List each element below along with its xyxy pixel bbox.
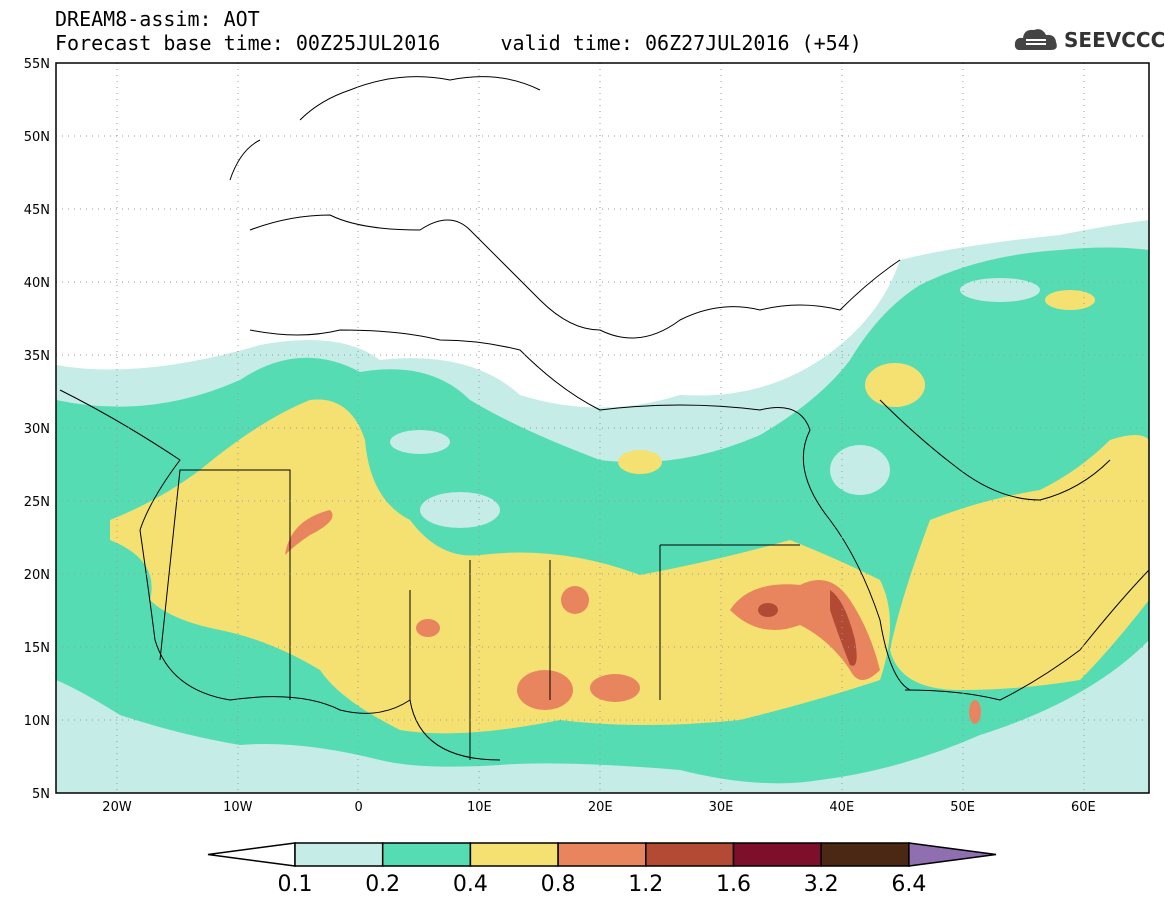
lon-label: 50E (950, 800, 975, 815)
colorbar-segment (732, 842, 822, 867)
forecast-time-line: Forecast base time: 00Z25JUL2016 valid t… (55, 31, 862, 55)
map-title: DREAM8-assim: AOT (55, 7, 260, 31)
lat-label: 20N (24, 568, 50, 583)
colorbar-segment (557, 842, 647, 867)
lat-label: 40N (24, 276, 50, 291)
colorbar-segment (294, 842, 384, 867)
aot-contour-0.4 (110, 399, 890, 734)
lat-label: 30N (24, 422, 50, 437)
cloud-logo-icon (1014, 29, 1057, 50)
colorbar-segment (820, 842, 910, 867)
lon-label: 60E (1071, 800, 1096, 815)
lat-label: 15N (24, 641, 50, 656)
colorbar-segment (469, 842, 559, 867)
lon-label: 10W (223, 800, 253, 815)
lat-label: 10N (24, 714, 50, 729)
colorbar-label: 0.1 (277, 872, 313, 897)
lon-label: 30E (709, 800, 734, 815)
seevccc-logo: SEEVCCC (1012, 22, 1165, 58)
graticule (56, 63, 1149, 793)
colorbar-label: 6.4 (891, 872, 927, 897)
lon-label: 20W (102, 800, 132, 815)
colorbar-segment (645, 842, 735, 867)
colorbar-high-arrow (908, 842, 997, 867)
lat-label: 45N (24, 203, 50, 218)
lat-label: 25N (24, 495, 50, 510)
colorbar-label: 1.6 (716, 872, 751, 897)
lon-label: 10E (467, 800, 492, 815)
lat-label: 50N (24, 130, 50, 145)
colorbar-label: 3.2 (803, 872, 839, 897)
map-frame (55, 62, 1150, 794)
colorbar-low-arrow (207, 842, 296, 867)
lon-label: 0 (354, 800, 362, 815)
colorbar (207, 842, 997, 867)
latitude-labels: 55N 50N 45N 40N 35N 30N 25N 20N 15N 10N 5N (24, 57, 50, 802)
colorbar-label: 0.8 (540, 872, 576, 897)
colorbar-label: 1.2 (628, 872, 664, 897)
colorbar-label: 0.4 (452, 872, 488, 897)
coastlines (59, 76, 1149, 761)
colorbar-segment (381, 842, 472, 867)
lon-label: 40E (829, 800, 854, 815)
lat-label: 5N (32, 787, 50, 802)
logo-text: SEEVCCC (1064, 28, 1165, 52)
colorbar-label: 0.2 (365, 872, 401, 897)
lon-label: 20E (588, 800, 613, 815)
lat-label: 35N (24, 349, 50, 364)
lat-label: 55N (24, 57, 50, 72)
longitude-labels: 20W 10W 0 10E 20E 30E 40E 50E 60E (102, 800, 1095, 815)
aot-contour-0.8 (285, 510, 333, 555)
